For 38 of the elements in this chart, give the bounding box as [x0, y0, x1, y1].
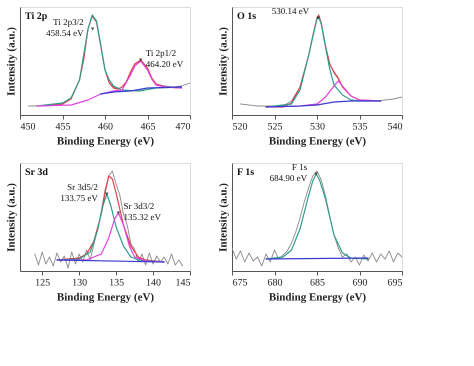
y-axis-title: Intensity (a.u.)	[6, 26, 18, 96]
x-axis-title: Binding Energy (eV)	[268, 136, 366, 148]
x-tick-label: 130	[72, 278, 88, 288]
annotation: Sr 3d3/2 135.32 eV	[123, 201, 162, 222]
x-tick-label: 450	[20, 122, 36, 132]
x-tick-label: 460	[98, 122, 113, 132]
annotation: Sr 3d5/2 133.75 eV	[60, 182, 98, 203]
x-axis-title: Binding Energy (eV)	[56, 136, 154, 148]
x-tick-label: 535	[352, 122, 368, 132]
chart-title: Sr 3d	[25, 167, 48, 178]
annotation: 530.14 eV	[272, 6, 310, 16]
annotation: Ti 2p1/2 464.20 eV	[146, 48, 184, 69]
y-axis-title: Intensity (a.u.)	[6, 182, 18, 252]
annotation: Ti 2p3/2 458.54 eV	[46, 17, 84, 38]
x-tick-label: 145	[176, 278, 190, 288]
x-tick-label: 140	[146, 278, 162, 288]
annotation: F 1s 684.90 eV	[270, 162, 308, 183]
x-tick-label: 530	[310, 122, 325, 132]
x-axis-title: Binding Energy (eV)	[56, 292, 154, 304]
x-tick-label: 525	[268, 122, 282, 132]
y-axis-title: Intensity (a.u.)	[218, 26, 230, 96]
x-tick-label: 695	[388, 278, 402, 288]
x-tick-label: 520	[232, 122, 248, 132]
chart-title: O 1s	[237, 11, 256, 22]
x-tick-label: 465	[140, 122, 156, 132]
y-axis-title: Intensity (a.u.)	[218, 182, 230, 252]
x-tick-label: 455	[56, 122, 70, 132]
x-tick-label: 470	[176, 122, 190, 132]
x-tick-label: 540	[388, 122, 402, 132]
chart-title: Ti 2p	[25, 11, 48, 22]
x-tick-label: 125	[35, 278, 50, 288]
x-tick-label: 690	[352, 278, 368, 288]
x-tick-label: 135	[109, 278, 124, 288]
x-tick-label: 675	[232, 278, 248, 288]
x-tick-label: 685	[310, 278, 325, 288]
chart-title: F 1s	[237, 167, 254, 178]
x-axis-title: Binding Energy (eV)	[268, 292, 366, 304]
x-tick-label: 680	[268, 278, 282, 288]
